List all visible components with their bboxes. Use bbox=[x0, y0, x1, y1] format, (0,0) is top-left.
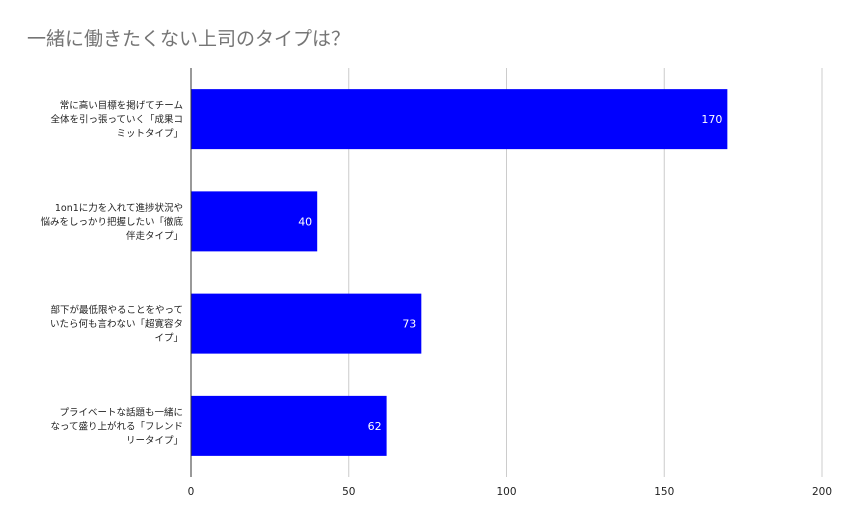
category-label: 常に高い目標を掲げてチーム全体を引っ張っていく「成果コミットタイプ」 bbox=[50, 100, 183, 140]
x-tick-label: 150 bbox=[654, 486, 674, 498]
category-label-line: 1on1に力を入れて進捗状況や bbox=[55, 202, 183, 214]
bar bbox=[191, 395, 387, 456]
category-label-line: 常に高い目標を掲げてチーム bbox=[60, 100, 183, 112]
data-label: 73 bbox=[402, 318, 416, 331]
bars bbox=[191, 89, 728, 456]
category-label-line: 悩みをしっかり把握したい「徹底 bbox=[40, 216, 183, 228]
chart-title: 一緒に働きたくない上司のタイプは？ bbox=[27, 28, 351, 50]
category-label-line: プライベートな話題も一緒に bbox=[59, 406, 183, 418]
data-label: 40 bbox=[298, 215, 312, 228]
bar bbox=[191, 191, 318, 252]
x-tick-label: 0 bbox=[188, 486, 195, 498]
category-label: 1on1に力を入れて進捗状況や悩みをしっかり把握したい「徹底伴走タイプ」 bbox=[40, 202, 183, 242]
category-label-line: イプ」 bbox=[154, 333, 183, 344]
category-label: 部下が最低限やることをやっていたら何も言わない「超寛容タイプ」 bbox=[50, 304, 183, 344]
category-label-line: なって盛り上がれる「フレンド bbox=[50, 420, 183, 432]
bar bbox=[191, 89, 728, 150]
category-label-line: 部下が最低限やることをやって bbox=[50, 304, 183, 316]
bar bbox=[191, 293, 422, 354]
category-label-line: ミットタイプ」 bbox=[116, 129, 183, 140]
data-label: 170 bbox=[701, 113, 722, 126]
category-label-line: 伴走タイプ」 bbox=[126, 230, 183, 242]
category-label-line: いたら何も言わない「超寛容タ bbox=[50, 318, 183, 330]
x-tick-label: 200 bbox=[812, 486, 832, 498]
labels: 0 50 100 150 200 170 常に高い目標を掲げてチーム全体を引っ張っていく「成… bbox=[40, 100, 832, 498]
category-label-line: 全体を引っ張っていく「成果コ bbox=[50, 114, 183, 126]
x-tick-label: 100 bbox=[496, 486, 516, 498]
category-label-line: リータイプ」 bbox=[126, 435, 183, 446]
data-label: 62 bbox=[368, 420, 382, 433]
category-label: プライベートな話題も一緒になって盛り上がれる「フレンドリータイプ」 bbox=[50, 406, 183, 446]
x-tick-label: 50 bbox=[342, 486, 355, 498]
